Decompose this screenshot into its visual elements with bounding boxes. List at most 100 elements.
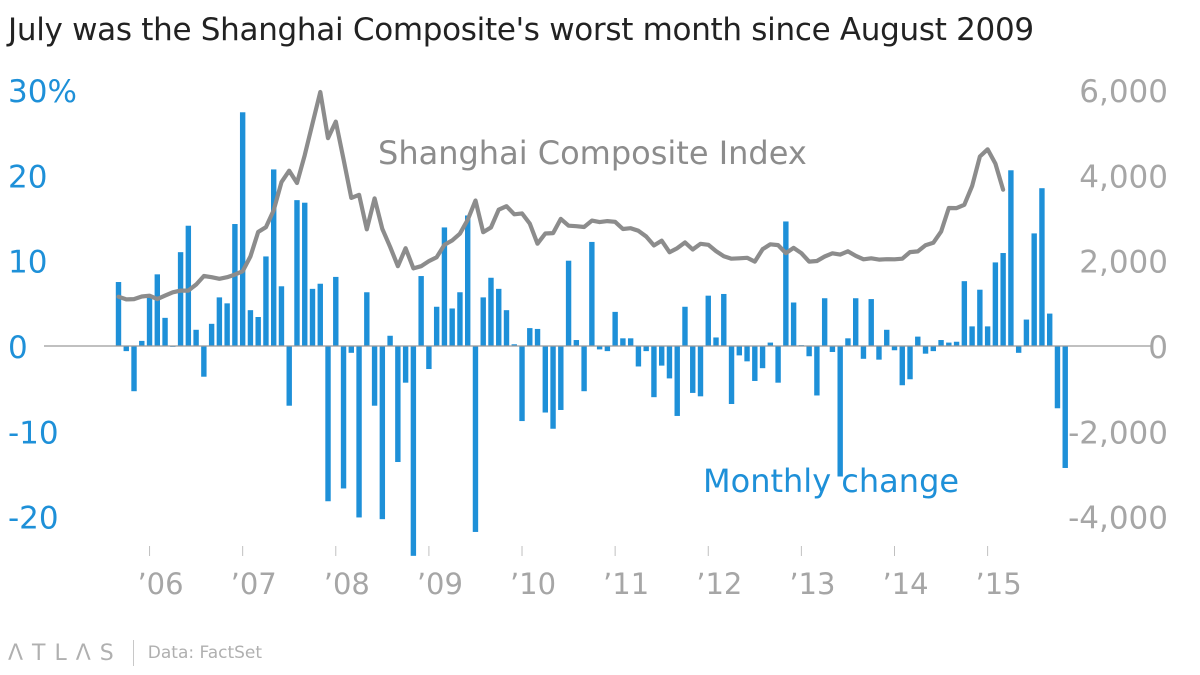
right-tick-label: 0 (1148, 330, 1168, 366)
bar (441, 227, 448, 346)
bar (1000, 253, 1006, 346)
right-tick-label: 4,000 (1079, 159, 1168, 195)
bar (961, 281, 968, 346)
bar (426, 346, 432, 370)
bar (511, 344, 517, 346)
bar (837, 346, 843, 477)
bar (271, 169, 277, 346)
bar (992, 262, 999, 346)
bar (418, 276, 424, 346)
bar (449, 308, 455, 346)
atlas-logo: ΛTLΛS (8, 640, 123, 666)
left-tick-label: -20 (8, 501, 59, 537)
bar (146, 294, 153, 346)
bar (1062, 346, 1068, 468)
bar (224, 303, 230, 346)
bar (465, 215, 471, 346)
left-tick-label: 0 (8, 330, 28, 366)
bar (604, 346, 611, 352)
bar (534, 328, 541, 346)
bar (457, 292, 463, 346)
right-tick-label: -4,000 (1068, 501, 1168, 537)
bar (371, 346, 378, 406)
bar (946, 342, 952, 346)
bar (395, 346, 401, 463)
bar (612, 311, 618, 346)
bar (930, 346, 936, 352)
bar (853, 298, 859, 346)
bar (565, 260, 572, 346)
bar (1039, 188, 1045, 346)
bar (232, 224, 238, 346)
bar (690, 346, 696, 393)
bar (907, 346, 913, 380)
bar (821, 298, 828, 346)
bar (876, 346, 882, 360)
bar (185, 225, 192, 346)
bar (790, 302, 797, 346)
bar (659, 346, 665, 366)
bar (309, 288, 316, 346)
bar (527, 328, 533, 346)
bar (302, 202, 308, 346)
bar (263, 256, 269, 346)
bar (674, 346, 680, 416)
bar (744, 346, 750, 362)
bar-series-label: Monthly change (703, 462, 959, 500)
chart: 30% 20 10 0 -10 -20 6,000 4,000 2,000 0 -2,000 -4,… (8, 74, 1168, 601)
bar (558, 346, 564, 410)
bar (627, 338, 634, 346)
bar (216, 297, 223, 346)
bar (589, 241, 595, 346)
footer-divider (132, 640, 134, 666)
bar (651, 346, 657, 398)
left-tick-label: 30% (8, 74, 77, 110)
left-tick-label: -10 (8, 415, 59, 451)
bar (208, 323, 215, 346)
bar (433, 306, 440, 346)
bar (496, 288, 502, 346)
bar (759, 346, 766, 369)
bar (868, 299, 874, 346)
bar (705, 295, 711, 346)
bar (139, 340, 145, 346)
bar (294, 200, 300, 346)
bar (915, 336, 921, 346)
bar (550, 346, 556, 429)
bar (286, 346, 292, 406)
bar (123, 346, 129, 352)
line-series-shanghai-composite (116, 89, 1006, 302)
bar (891, 346, 898, 351)
bar (697, 346, 704, 397)
bar (1047, 313, 1053, 346)
x-tick-label: ’14 (882, 567, 928, 601)
bar (278, 286, 285, 346)
x-tick-label: ’06 (137, 567, 183, 601)
bar (969, 326, 975, 346)
bar (643, 346, 649, 352)
x-tick-label: ’09 (417, 567, 463, 601)
bar (1008, 170, 1014, 346)
x-axis: ’06 ’07 ’08 ’09 ’10 ’11 ’12 ’13 ’14 ’15 (137, 546, 1022, 601)
bar (721, 293, 727, 346)
bar (542, 346, 548, 413)
right-tick-label: 2,000 (1079, 245, 1168, 281)
bar (154, 274, 160, 346)
bar (984, 326, 991, 346)
bar (239, 112, 246, 346)
bar (348, 346, 354, 353)
right-axis: 6,000 4,000 2,000 0 -2,000 -4,000 (1068, 74, 1168, 536)
bar (635, 346, 642, 367)
bar (682, 306, 688, 346)
bar (387, 335, 393, 346)
bar (860, 346, 867, 359)
x-tick-label: ’15 (976, 567, 1022, 601)
right-tick-label: 6,000 (1079, 74, 1168, 110)
x-tick-label: ’11 (603, 567, 649, 601)
bar (503, 310, 510, 346)
bar (775, 346, 781, 383)
bar (581, 346, 587, 392)
x-tick-label: ’13 (789, 567, 835, 601)
x-tick-label: ’08 (324, 567, 370, 601)
bar (953, 341, 960, 346)
